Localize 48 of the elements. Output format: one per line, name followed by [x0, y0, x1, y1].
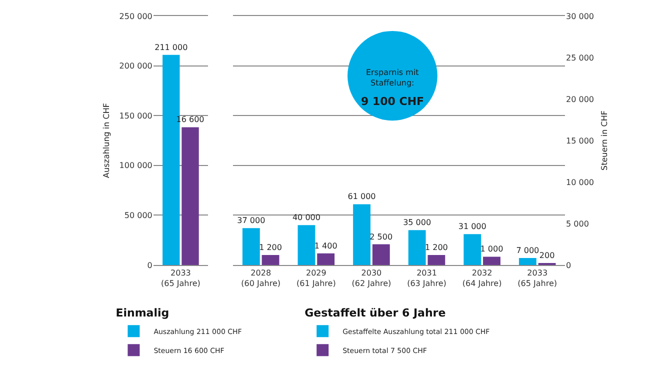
bar: [518, 258, 536, 265]
bar: [372, 244, 390, 265]
y-tick-label: 50 000: [124, 211, 152, 220]
bar: [483, 256, 500, 265]
data-label: 1 400: [314, 241, 338, 250]
x-tick-label: 2033 (65 Jahre): [161, 268, 200, 288]
y2-tick-label: 30 000: [566, 12, 594, 21]
y2-tick-label: 5 000: [566, 219, 589, 228]
y-tick-label: 150 000: [119, 111, 152, 120]
x-tick-label: 2031 (63 Jahre): [407, 268, 446, 288]
y2-tick-label: 0: [566, 260, 572, 270]
annotation: 9 100 CHF: [361, 95, 424, 108]
data-label: 200: [539, 251, 555, 260]
y-tick-label: 250 000: [119, 12, 152, 21]
data-label: 31 000: [458, 222, 486, 232]
data-label: 1 200: [259, 243, 282, 252]
bar: [317, 253, 335, 265]
x-tick-label: 2030 (62 Jahre): [352, 268, 392, 288]
data-label: 1 000: [480, 244, 504, 254]
x-tick-label: 2029 (61 Jahre): [296, 268, 336, 288]
legend-title: Gestaffelt über 6 Jahre: [304, 306, 446, 320]
bar: [262, 255, 280, 265]
data-label: 40 000: [292, 213, 320, 222]
data-label: 35 000: [403, 218, 432, 228]
data-label: 211 000: [154, 42, 188, 52]
bar: [428, 255, 446, 265]
y-axis-title: Auszahlung in CHF: [102, 102, 112, 178]
data-label: 61 000: [348, 192, 376, 202]
x-tick-label: 2032 (64 Jahre): [462, 268, 502, 288]
y2-axis-title: Steuern in CHF: [600, 110, 610, 170]
x-tick-label: 2033 (65 Jahre): [518, 268, 558, 288]
data-label: 37 000: [237, 216, 266, 226]
bar: [298, 225, 316, 265]
bar: [408, 230, 426, 265]
x-tick-label: 2028 (60 Jahre): [241, 268, 281, 288]
y2-tick-label: 10 000: [566, 178, 594, 187]
y2-tick-label: 25 000: [566, 53, 594, 62]
bar: [242, 228, 260, 265]
legend-title: Einmalig: [116, 306, 170, 320]
data-label: 7 000: [516, 246, 540, 256]
bar: [353, 204, 370, 265]
y-tick-label: 200 000: [119, 62, 152, 71]
annotation: Ersparnis mit Staffelung:: [366, 68, 419, 88]
y-tick-label: 0: [147, 260, 152, 270]
y-tick-label: 100 000: [119, 161, 152, 170]
y2-tick-label: 15 000: [566, 136, 594, 146]
bar: [464, 234, 482, 265]
y2-tick-label: 20 000: [566, 94, 594, 104]
